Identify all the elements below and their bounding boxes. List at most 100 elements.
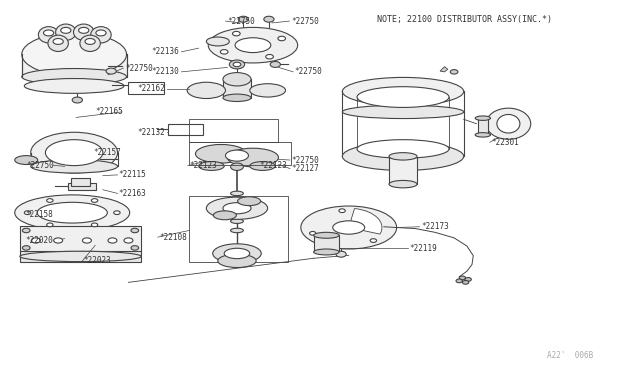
Bar [314, 235, 339, 252]
Ellipse shape [38, 27, 59, 43]
Text: *22750: *22750 [125, 64, 153, 73]
Circle shape [232, 31, 240, 36]
Circle shape [264, 16, 274, 22]
Ellipse shape [237, 197, 260, 206]
Circle shape [230, 163, 243, 170]
Circle shape [370, 239, 376, 243]
Bar [20, 251, 141, 262]
Text: *22750: *22750 [26, 161, 54, 170]
Circle shape [92, 199, 98, 202]
Circle shape [266, 55, 273, 59]
Ellipse shape [227, 148, 278, 167]
Ellipse shape [48, 35, 68, 51]
Text: *22750: *22750 [291, 155, 319, 164]
Bar [129, 82, 164, 94]
Ellipse shape [187, 82, 225, 99]
Circle shape [463, 280, 468, 284]
Ellipse shape [213, 211, 236, 220]
Ellipse shape [230, 228, 243, 233]
Circle shape [61, 28, 71, 33]
Circle shape [233, 62, 241, 67]
Text: *22136: *22136 [152, 47, 179, 56]
Ellipse shape [389, 180, 417, 188]
Ellipse shape [208, 28, 298, 63]
Text: *22108: *22108 [159, 232, 187, 242]
Ellipse shape [80, 35, 100, 51]
Text: *22301: *22301 [491, 138, 519, 147]
Text: *22158: *22158 [25, 210, 52, 219]
Circle shape [24, 211, 31, 215]
Ellipse shape [389, 153, 417, 160]
Circle shape [31, 238, 40, 243]
Ellipse shape [475, 133, 490, 137]
Text: *22173: *22173 [421, 222, 449, 231]
Ellipse shape [357, 140, 449, 158]
Circle shape [310, 231, 316, 235]
Ellipse shape [230, 219, 243, 224]
Ellipse shape [31, 160, 118, 173]
Text: *22750: *22750 [291, 17, 319, 26]
Ellipse shape [230, 191, 243, 196]
Bar [477, 118, 488, 135]
Bar [22, 54, 127, 77]
Circle shape [114, 211, 120, 215]
Ellipse shape [314, 249, 339, 255]
Text: *22127: *22127 [291, 164, 319, 173]
Ellipse shape [230, 210, 243, 214]
Circle shape [54, 238, 63, 243]
Ellipse shape [15, 155, 38, 164]
Text: *22750: *22750 [294, 67, 322, 76]
Ellipse shape [342, 77, 464, 106]
Circle shape [460, 276, 466, 280]
Circle shape [47, 223, 53, 227]
Circle shape [83, 238, 92, 243]
Ellipse shape [235, 38, 271, 52]
Ellipse shape [218, 254, 256, 267]
Circle shape [108, 238, 117, 243]
Bar [189, 119, 278, 141]
Text: *22123: *22123 [259, 161, 287, 170]
Wedge shape [349, 209, 382, 234]
Ellipse shape [37, 202, 108, 223]
Ellipse shape [314, 232, 339, 238]
Ellipse shape [223, 94, 251, 102]
Ellipse shape [198, 161, 224, 170]
Circle shape [465, 278, 471, 281]
Ellipse shape [250, 161, 275, 170]
Text: *22123: *22123 [189, 161, 217, 170]
Circle shape [270, 61, 280, 67]
Ellipse shape [250, 84, 285, 97]
Ellipse shape [195, 144, 246, 163]
Ellipse shape [475, 116, 490, 121]
Text: *22165: *22165 [95, 108, 123, 116]
Circle shape [72, 97, 83, 103]
Text: NOTE; 22100 DISTRIBUTOR ASSY(INC.*): NOTE; 22100 DISTRIBUTOR ASSY(INC.*) [378, 15, 552, 24]
Polygon shape [440, 67, 448, 72]
Ellipse shape [342, 105, 464, 119]
Ellipse shape [224, 248, 250, 259]
Bar [189, 142, 291, 164]
Ellipse shape [45, 140, 103, 166]
Circle shape [220, 49, 228, 54]
Text: *22750: *22750 [227, 17, 255, 26]
Text: A22'  006B: A22' 006B [547, 351, 593, 360]
Ellipse shape [22, 33, 127, 76]
Bar [71, 178, 90, 186]
Circle shape [124, 238, 133, 243]
Circle shape [238, 16, 248, 22]
Ellipse shape [31, 132, 118, 173]
Bar [223, 79, 251, 98]
Ellipse shape [24, 78, 124, 93]
Text: *22162: *22162 [138, 84, 166, 93]
Circle shape [336, 251, 346, 257]
Text: *22132: *22132 [138, 128, 166, 137]
Bar [68, 183, 97, 190]
Ellipse shape [91, 27, 111, 43]
Ellipse shape [206, 197, 268, 219]
Ellipse shape [206, 37, 229, 46]
Text: *22130: *22130 [152, 67, 179, 76]
Text: *22020: *22020 [25, 236, 52, 246]
Ellipse shape [15, 195, 130, 231]
Circle shape [22, 246, 30, 250]
Circle shape [278, 36, 285, 41]
